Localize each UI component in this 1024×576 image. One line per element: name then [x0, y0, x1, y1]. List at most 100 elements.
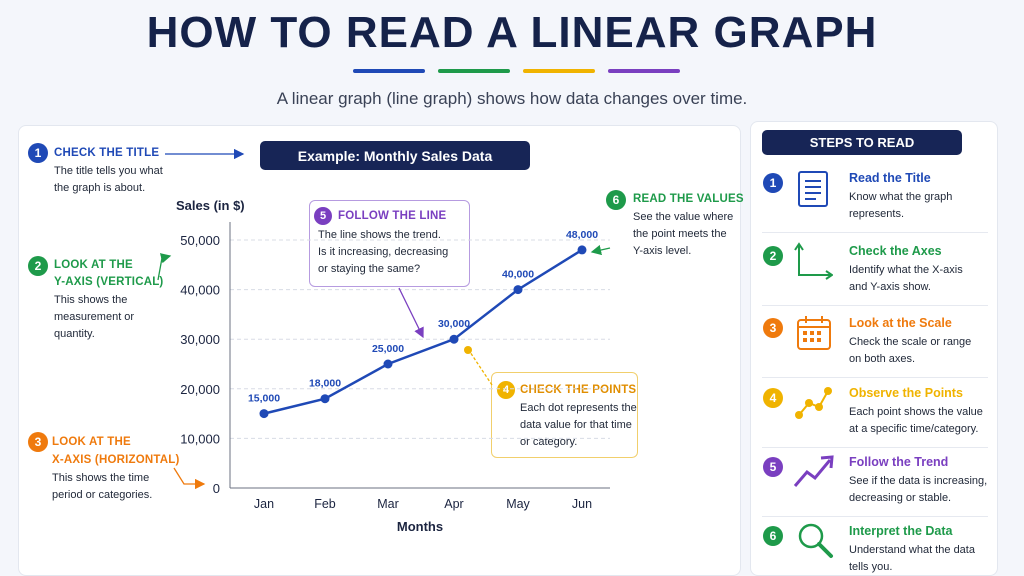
step-6-text-1: Understand what the data	[849, 544, 975, 556]
magnifier-icon	[796, 521, 834, 564]
page-subtitle: A linear graph (line graph) shows how da…	[276, 89, 748, 108]
data-point	[577, 245, 587, 255]
chart-axes	[229, 222, 610, 489]
callout-2-text-1: This shows the	[54, 294, 128, 306]
y-tick-label: 40,000	[180, 283, 220, 298]
data-label: 25,000	[372, 343, 404, 355]
y-tick-label: 30,000	[180, 332, 220, 347]
step-6-text-2: tells you.	[849, 561, 893, 573]
data-label: 30,000	[438, 318, 470, 330]
step-divider	[762, 516, 988, 517]
callout-2-text-3: quantity.	[54, 328, 95, 340]
y-tick-label: 50,000	[180, 233, 220, 248]
step-5-text-1: See if the data is increasing,	[849, 475, 988, 487]
chart-title-text: Example: Monthly Sales Data	[297, 147, 493, 164]
data-label: 48,000	[566, 229, 598, 241]
callout-2-text-2: measurement or	[54, 311, 135, 323]
callout-4-title: CHECK THE POINTS	[520, 384, 637, 396]
x-tick-label: Jan	[254, 497, 274, 511]
step-6-title: Interpret the Data	[849, 524, 953, 538]
underline-green	[438, 69, 510, 73]
axes-icon	[793, 241, 834, 286]
step-1-badge: 1	[763, 173, 783, 193]
points-icon	[794, 384, 834, 425]
steps-panel	[750, 121, 998, 576]
callout-4-text-2: data value for that time	[520, 419, 632, 431]
callout-3-text-2: period or categories.	[52, 489, 153, 501]
step-2-text-1: Identify what the X-axis	[849, 264, 963, 276]
underline-yellow	[523, 69, 595, 73]
steps-title: STEPS TO READ	[762, 130, 962, 155]
step-divider	[762, 447, 988, 448]
x-tick-label: Jun	[572, 497, 592, 511]
step-3-badge: 3	[763, 318, 783, 338]
page-title: HOW TO READ A LINEAR GRAPH	[146, 8, 878, 57]
data-point	[383, 359, 393, 369]
data-labels: 15,000 18,000 25,000 30,000 40,000 48,000	[248, 229, 598, 405]
connector-4-arrow	[469, 351, 493, 386]
connector-4-dot	[464, 346, 472, 354]
callout-3-text-1: This shows the time	[52, 472, 150, 484]
x-axis-label: Months	[397, 519, 443, 534]
y-tick-labels: 0 10,000 20,000 30,000 40,000 50,000	[180, 233, 220, 496]
step-2-title: Check the Axes	[849, 244, 942, 258]
series-line	[263, 248, 583, 415]
callout-5-text-1: The line shows the trend.	[318, 229, 441, 241]
callout-2-title-2: Y-AXIS (VERTICAL)	[54, 276, 164, 288]
step-4-text-1: Each point shows the value	[849, 406, 983, 418]
y-tick-label: 20,000	[180, 382, 220, 397]
document-icon	[796, 170, 830, 213]
x-tick-label: Mar	[377, 497, 399, 511]
steps-title-text: STEPS TO READ	[809, 135, 915, 150]
data-point	[449, 334, 459, 344]
step-2-badge: 2	[763, 246, 783, 266]
step-1-title: Read the Title	[849, 171, 931, 185]
x-tick-label: Apr	[444, 497, 463, 511]
data-label: 40,000	[502, 269, 534, 281]
data-label: 18,000	[309, 378, 341, 390]
callout-6-badge: 6	[606, 190, 626, 210]
chart-grid	[230, 239, 610, 439]
step-6-badge: 6	[763, 526, 783, 546]
trend-arrow-icon	[793, 453, 835, 494]
connector-3-arrow	[173, 467, 206, 490]
x-tick-label: Feb	[314, 497, 336, 511]
callout-5-badge: 5	[314, 207, 332, 225]
callout-3-badge: 3	[28, 432, 48, 452]
callout-6-text-1: See the value where	[633, 211, 734, 223]
x-tick-labels: Jan Feb Mar Apr May Jun	[254, 497, 592, 511]
step-divider	[762, 305, 988, 306]
underline-blue	[353, 69, 425, 73]
step-5-text-2: decreasing or stable.	[849, 492, 952, 504]
callout-5-box	[309, 200, 470, 287]
callout-6-text-3: Y-axis level.	[633, 245, 692, 257]
y-tick-label: 0	[213, 481, 220, 496]
callout-3-title-2: X-AXIS (HORIZONTAL)	[52, 454, 180, 466]
calendar-icon	[796, 315, 832, 356]
callout-5-title: FOLLOW THE LINE	[338, 210, 447, 222]
callout-4-text-1: Each dot represents the	[520, 402, 637, 414]
step-3-text-2: on both axes.	[849, 353, 916, 365]
callout-1-title: CHECK THE TITLE	[54, 147, 160, 159]
callout-5-text-2: Is it increasing, decreasing	[318, 246, 449, 258]
y-tick-label: 10,000	[180, 431, 220, 446]
callout-2-title-1: LOOK AT THE	[54, 259, 133, 271]
connector-2-arrow	[157, 253, 172, 281]
callout-3-title-1: LOOK AT THE	[52, 436, 131, 448]
callout-6-title: READ THE VALUES	[633, 193, 744, 205]
callout-4-badge: 4	[497, 381, 515, 399]
step-1-text-2: represents.	[849, 208, 905, 220]
step-4-title: Observe the Points	[849, 386, 963, 400]
callout-4-box	[491, 372, 638, 458]
step-3-text-1: Check the scale or range	[849, 336, 972, 348]
connector-5-arrow	[398, 287, 424, 339]
underline-purple	[608, 69, 680, 73]
data-point	[259, 409, 269, 419]
callout-1-text-2: the graph is about.	[54, 182, 146, 194]
step-divider	[762, 232, 988, 233]
step-2-text-2: and Y-axis show.	[849, 281, 931, 293]
step-divider	[762, 377, 988, 378]
callout-4-text-3: or category.	[520, 436, 578, 448]
data-point	[513, 285, 523, 295]
step-5-badge: 5	[763, 457, 783, 477]
